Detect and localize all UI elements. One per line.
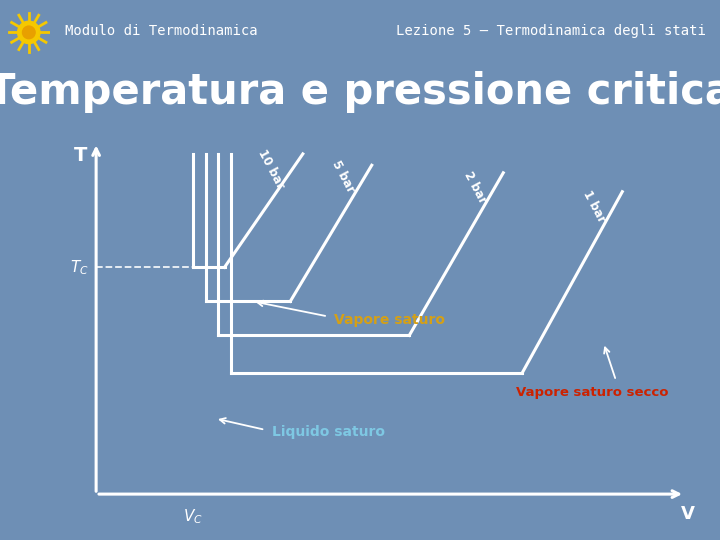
Text: Lezione 5 – Termodinamica degli stati: Lezione 5 – Termodinamica degli stati: [396, 24, 706, 38]
Text: Modulo di Termodinamica: Modulo di Termodinamica: [65, 24, 258, 38]
Text: Vapore saturo: Vapore saturo: [334, 313, 445, 327]
Text: 2 bar: 2 bar: [462, 170, 489, 206]
Text: $T_C$: $T_C$: [70, 258, 89, 276]
Text: 10 bar: 10 bar: [256, 147, 287, 191]
Text: Liquido saturo: Liquido saturo: [271, 425, 384, 438]
Text: Temperatura e pressione critica: Temperatura e pressione critica: [0, 71, 720, 113]
Circle shape: [17, 21, 40, 44]
Text: 5 bar: 5 bar: [330, 158, 357, 195]
Text: T: T: [73, 146, 87, 165]
Text: $V_C$: $V_C$: [184, 508, 203, 526]
Circle shape: [22, 26, 35, 39]
Text: 1 bar: 1 bar: [580, 188, 608, 225]
Text: Vapore saturo secco: Vapore saturo secco: [516, 386, 668, 399]
Text: V: V: [681, 505, 695, 523]
